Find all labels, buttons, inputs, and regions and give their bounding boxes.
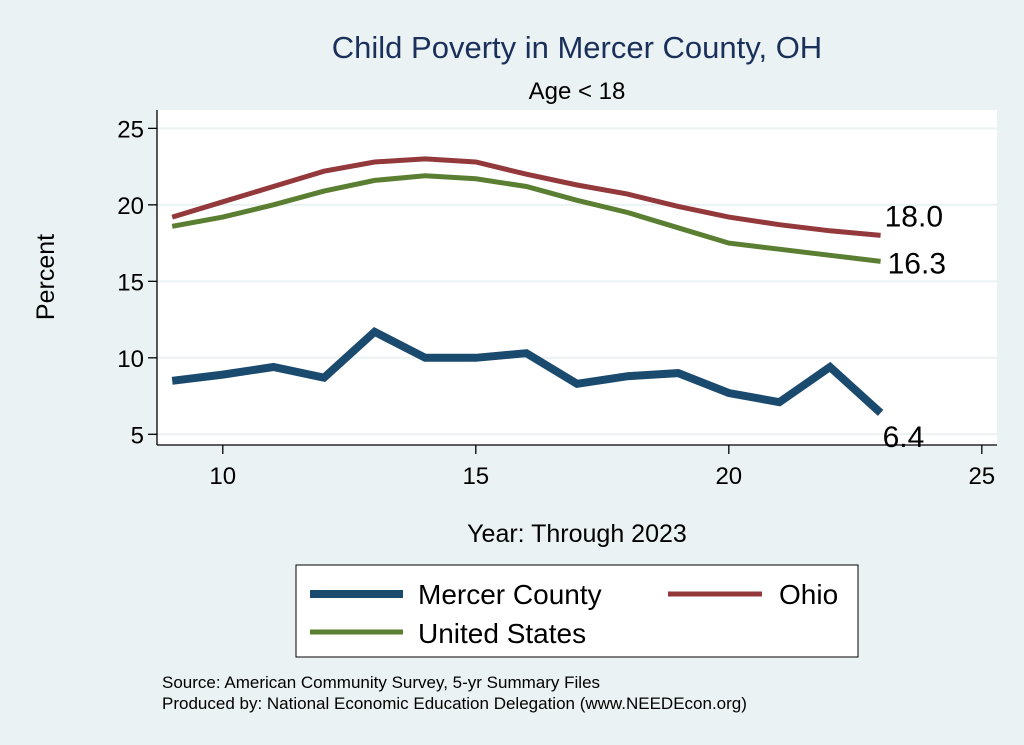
series-line-ohio	[171, 156, 881, 238]
legend: Mercer County Ohio United States	[295, 564, 859, 658]
end-label-united-states: 16.3	[888, 247, 946, 280]
series-line-united-states	[171, 173, 881, 264]
legend-label-united-states: United States	[418, 618, 586, 649]
producer-note: Produced by: National Economic Education…	[162, 694, 747, 713]
y-tick-label: 25	[117, 116, 144, 143]
series-layer	[171, 156, 884, 416]
chart-subtitle: Age < 18	[529, 78, 626, 105]
source-note: Source: American Community Survey, 5-yr …	[162, 673, 600, 692]
x-tick-label: 15	[462, 463, 489, 490]
legend-box	[295, 564, 859, 658]
chart-title: Child Poverty in Mercer County, OH	[332, 30, 822, 65]
end-label-mercer-county: 6.4	[883, 421, 925, 454]
x-tick-label: 20	[715, 463, 742, 490]
x-axis-title: Year: Through 2023	[467, 520, 687, 548]
legend-label-ohio: Ohio	[779, 579, 838, 610]
series-line-mercer-county	[171, 326, 884, 416]
axes: 5 10 15 20 25 10 15 20 25	[117, 110, 997, 490]
y-tick-label: 15	[117, 269, 144, 296]
legend-label-mercer-county: Mercer County	[418, 579, 602, 610]
y-tick-label: 20	[117, 193, 144, 220]
grid	[157, 127, 997, 436]
y-tick-label: 10	[117, 346, 144, 373]
plot-area	[157, 110, 997, 445]
end-labels: 6.4 18.0 16.3	[883, 200, 946, 453]
x-tick-label: 25	[968, 463, 995, 490]
y-axis-title: Percent	[32, 234, 60, 320]
end-label-ohio: 18.0	[885, 200, 943, 233]
y-tick-label: 5	[131, 422, 144, 449]
x-tick-label: 10	[209, 463, 236, 490]
